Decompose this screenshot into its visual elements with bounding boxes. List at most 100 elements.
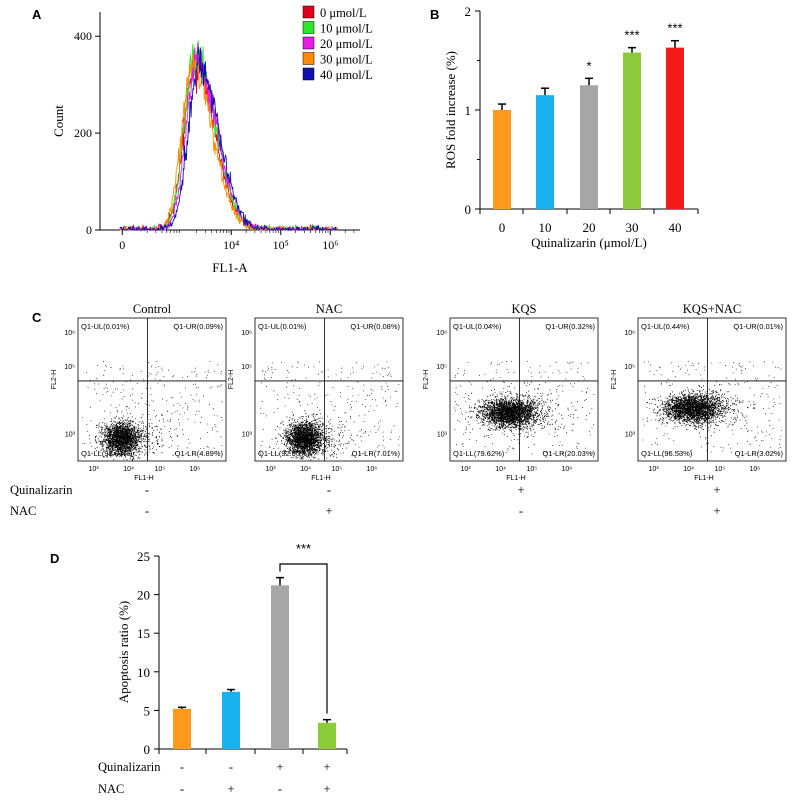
x-tick-label: 40 — [669, 220, 682, 235]
y-tick-label: 0 — [465, 202, 472, 217]
condition-sign: + — [517, 483, 524, 497]
y-tick-label: 10³ — [437, 432, 448, 439]
y-axis-label: FL2-H — [611, 370, 618, 389]
condition-sign: - — [145, 504, 149, 518]
bar-3 — [623, 52, 641, 209]
quadrant-lr: Q1-LR(20.03%) — [542, 449, 595, 458]
y-axis-label: FL2-H — [423, 370, 430, 389]
y-tick-label: 1 — [465, 103, 472, 118]
y-tick-label: 10 — [137, 665, 150, 680]
dotplot-title: Control — [133, 302, 172, 316]
dotplot-title: KQS+NAC — [683, 302, 741, 316]
quadrant-lr: Q1-LR(4.89%) — [175, 449, 224, 458]
significance-mark: *** — [624, 28, 639, 43]
condition-sign: + — [713, 483, 720, 497]
quadrant-ll: Q1-LL(95.01%) — [81, 449, 133, 458]
x-tick-label: 10⁴ — [123, 466, 134, 473]
condition-sign: - — [229, 760, 233, 774]
y-tick-label: 10⁵ — [624, 364, 635, 371]
dotplot-frame — [254, 317, 404, 462]
dotplot-frame — [637, 317, 787, 462]
condition-sign: + — [325, 504, 332, 518]
x-tick-label: 10⁴ — [223, 238, 239, 252]
y-tick-label: 5 — [144, 703, 151, 718]
x-tick-label: 10⁵ — [714, 466, 725, 473]
legend-label: 40 μmol/L — [320, 68, 373, 82]
quadrant-ul: Q1-UL(0.04%) — [453, 322, 502, 331]
dotplot-frame — [449, 317, 599, 462]
y-tick-label: 10⁶ — [64, 330, 75, 337]
x-tick-label: 10 — [539, 220, 552, 235]
y-tick-label: 10³ — [65, 432, 76, 439]
condition-sign: - — [327, 483, 331, 497]
x-tick-label: 10⁵ — [526, 466, 537, 473]
bar-4 — [666, 47, 684, 209]
y-tick-label: 10⁵ — [241, 364, 252, 371]
x-tick-label: 10⁴ — [300, 466, 311, 473]
legend-label: 10 μmol/L — [320, 22, 373, 36]
x-tick-label: 10³ — [266, 466, 277, 473]
x-tick-label: 10⁶ — [367, 466, 378, 473]
bar-0 — [173, 708, 191, 749]
quadrant-ul: Q1-UL(0.01%) — [81, 322, 130, 331]
y-tick-label: 10³ — [625, 432, 636, 439]
y-tick-label: 400 — [74, 29, 92, 43]
condition-sign: - — [180, 760, 184, 774]
x-tick-label: 10⁶ — [322, 238, 338, 252]
condition-sign: + — [323, 760, 330, 774]
legend-swatch — [302, 52, 315, 65]
quadrant-ll: Q1-LL(96.53%) — [641, 449, 693, 458]
bar-2 — [580, 85, 598, 209]
condition-sign: - — [519, 504, 523, 518]
condition-sign: + — [713, 504, 720, 518]
y-tick-label: 15 — [137, 626, 150, 641]
y-tick-label: 10⁶ — [436, 330, 447, 337]
y-tick-label: 0 — [144, 742, 151, 757]
dotplot-title: NAC — [316, 302, 342, 316]
x-axis-label: Quinalizarin (μmol/L) — [531, 235, 647, 250]
condition-sign: + — [227, 782, 234, 796]
x-tick-label: 10⁵ — [273, 238, 289, 252]
bar-2 — [271, 585, 289, 749]
quadrant-ll: Q1-LL(79.62%) — [453, 449, 505, 458]
quadrant-ur: Q1-UR(0.09%) — [173, 322, 223, 331]
y-axis-label: FL2-H — [51, 370, 58, 389]
y-tick-label: 25 — [137, 549, 150, 564]
legend-label: 0 μmol/L — [320, 6, 367, 20]
histogram-panel: 0 200 400 0 10⁴ 10⁵ 10⁶ FL1-A Count 0 μmol/L 10 μm… — [51, 5, 373, 275]
bar-1 — [536, 95, 554, 209]
significance-mark: *** — [296, 541, 311, 556]
significance-bracket — [279, 563, 328, 714]
legend-swatch — [302, 36, 315, 50]
x-axis-label: FL1-H — [311, 475, 330, 482]
x-tick-label: 10³ — [89, 466, 100, 473]
legend-swatch — [302, 21, 315, 34]
x-tick-label: 10⁴ — [495, 466, 506, 473]
y-tick-label: 10⁵ — [436, 364, 447, 371]
apoptosis-bar-panel: 0 5 10 15 20 25 *** Apoptosis ratio (%) Quinaliz… — [98, 541, 348, 796]
quadrant-ur: Q1-UR(0.08%) — [350, 322, 400, 331]
quadrant-ul: Q1-UL(0.44%) — [641, 322, 690, 331]
significance-mark: * — [586, 58, 591, 73]
y-tick-label: 0 — [86, 223, 92, 237]
x-tick-label: 10⁴ — [683, 466, 694, 473]
bar-1 — [222, 691, 240, 749]
quadrant-lr: Q1-LR(3.02%) — [735, 449, 784, 458]
dotplot-frame — [77, 317, 227, 462]
quadrant-ur: Q1-UR(0.32%) — [545, 322, 595, 331]
legend-label: 30 μmol/L — [320, 53, 373, 67]
x-tick-label: 10⁵ — [154, 466, 165, 473]
dotplot-title: KQS — [511, 302, 536, 316]
x-axis-label: FL1-H — [506, 475, 525, 482]
x-tick-label: 0 — [499, 220, 506, 235]
x-tick-label: 20 — [583, 220, 596, 235]
bar-0 — [493, 110, 511, 209]
panel-label-c: C — [32, 310, 42, 325]
dotplot-events — [642, 360, 782, 455]
dotplot-events — [82, 361, 223, 461]
condition-row-label: NAC — [10, 504, 36, 518]
y-axis-label: ROS fold increase (%) — [443, 51, 458, 169]
y-tick-label: 10⁶ — [624, 330, 635, 337]
condition-sign: + — [323, 782, 330, 796]
